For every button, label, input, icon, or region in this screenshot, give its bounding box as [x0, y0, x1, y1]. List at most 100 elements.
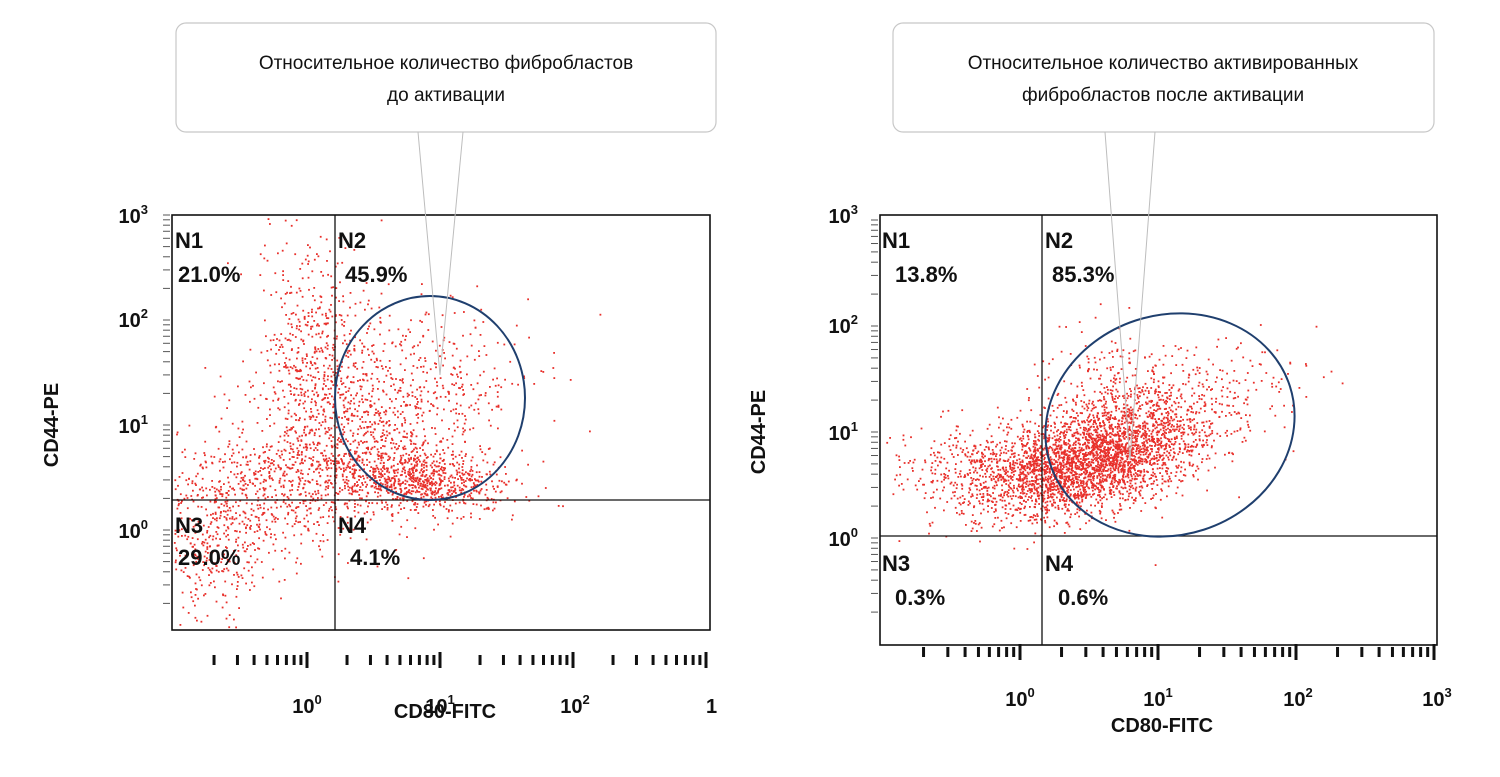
- data-point: [468, 406, 471, 409]
- data-point: [178, 476, 181, 478]
- data-point: [274, 272, 277, 275]
- data-point: [262, 487, 265, 489]
- data-point: [415, 461, 417, 464]
- data-point: [1158, 405, 1160, 408]
- data-point: [279, 435, 282, 438]
- data-point: [290, 393, 292, 395]
- data-point: [1162, 457, 1165, 460]
- data-point: [416, 457, 419, 460]
- data-point: [377, 488, 380, 490]
- data-point: [1066, 487, 1068, 489]
- data-point: [267, 508, 269, 511]
- data-point: [350, 414, 353, 417]
- data-point: [454, 455, 457, 458]
- data-point: [324, 488, 327, 491]
- data-point: [415, 435, 418, 438]
- data-point: [1118, 491, 1121, 494]
- data-point: [214, 518, 216, 521]
- data-point: [269, 474, 271, 477]
- data-point: [1032, 516, 1034, 519]
- callout-text-line: до активации: [387, 85, 505, 106]
- data-point: [1162, 444, 1164, 447]
- data-point: [227, 445, 230, 448]
- data-point: [308, 507, 311, 510]
- data-point: [477, 479, 479, 482]
- data-point: [298, 477, 301, 480]
- data-point: [352, 397, 355, 400]
- data-point: [189, 542, 192, 545]
- data-point: [191, 480, 194, 483]
- data-point: [1152, 439, 1155, 441]
- data-point: [358, 443, 360, 446]
- data-point: [213, 580, 215, 583]
- data-point: [264, 244, 266, 247]
- data-point: [397, 328, 400, 331]
- data-point: [250, 386, 252, 389]
- data-point: [200, 463, 202, 466]
- data-point: [1062, 461, 1065, 464]
- data-point: [1173, 430, 1176, 432]
- data-point: [1091, 489, 1094, 492]
- data-point: [281, 346, 284, 348]
- data-point: [292, 312, 295, 314]
- data-point: [421, 283, 423, 285]
- data-point: [218, 430, 221, 433]
- data-point: [283, 396, 286, 398]
- data-point: [279, 456, 282, 459]
- data-point: [1076, 476, 1078, 478]
- data-point: [258, 519, 260, 522]
- data-point: [348, 387, 351, 390]
- data-point: [407, 328, 410, 331]
- data-point: [1055, 445, 1058, 448]
- data-point: [1231, 460, 1234, 463]
- data-point: [314, 500, 317, 502]
- data-point: [367, 299, 370, 302]
- data-point: [348, 349, 351, 352]
- data-point: [399, 484, 402, 487]
- data-point: [358, 489, 361, 491]
- data-point: [422, 411, 425, 414]
- data-point: [1051, 463, 1053, 466]
- data-point: [461, 433, 464, 436]
- data-point: [396, 463, 399, 465]
- data-point: [361, 394, 364, 397]
- data-point: [1187, 443, 1190, 446]
- data-point: [299, 268, 302, 270]
- data-point: [293, 364, 295, 367]
- data-point: [1025, 452, 1028, 455]
- data-point: [1059, 482, 1062, 485]
- data-point: [401, 411, 404, 413]
- data-point: [258, 488, 261, 491]
- data-point: [1130, 464, 1132, 467]
- data-point: [1079, 426, 1082, 429]
- data-point: [194, 524, 197, 527]
- data-point: [489, 473, 492, 476]
- data-point: [1118, 448, 1120, 450]
- data-point: [492, 463, 495, 466]
- data-point: [1135, 414, 1137, 417]
- data-point: [1021, 488, 1023, 491]
- data-point: [1071, 447, 1074, 450]
- data-point: [1009, 456, 1012, 459]
- data-point: [335, 337, 338, 340]
- data-point: [1087, 474, 1090, 476]
- data-point: [327, 460, 330, 462]
- data-point: [435, 363, 437, 365]
- data-point: [342, 463, 345, 466]
- data-point: [1095, 452, 1098, 454]
- data-point: [1073, 432, 1076, 435]
- data-point: [226, 492, 228, 494]
- data-point: [406, 480, 409, 483]
- data-point: [460, 489, 463, 492]
- data-point: [254, 477, 257, 480]
- data-point: [1177, 453, 1180, 456]
- data-point: [1109, 490, 1112, 493]
- data-point: [268, 551, 270, 554]
- data-point: [455, 382, 457, 385]
- data-point: [260, 561, 263, 563]
- data-point: [284, 431, 286, 433]
- data-point: [269, 536, 272, 539]
- data-point: [995, 500, 998, 503]
- data-point: [432, 455, 435, 458]
- data-point: [344, 481, 347, 484]
